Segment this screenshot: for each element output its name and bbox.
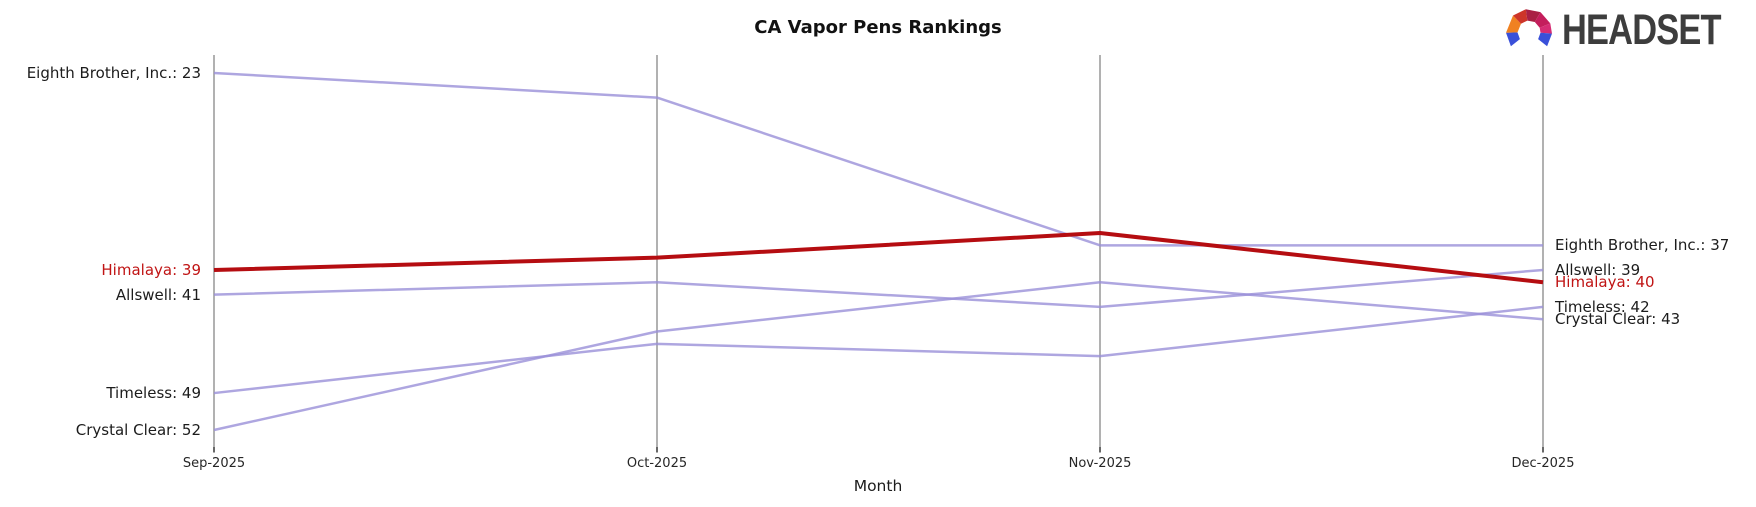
- series-end-label: Himalaya: 40: [1555, 273, 1655, 292]
- series-start-label: Eighth Brother, Inc.: 23: [26, 63, 201, 82]
- x-tick-label: Nov-2025: [1068, 456, 1132, 471]
- series-start-label: Allswell: 41: [115, 285, 201, 304]
- headset-logo-text: HEADSET: [1562, 5, 1722, 54]
- series-start-label: Timeless: 49: [106, 383, 201, 402]
- x-tick-label: Dec-2025: [1511, 456, 1575, 471]
- x-tick-label: Sep-2025: [182, 456, 246, 471]
- x-tick-label: Oct-2025: [626, 456, 688, 471]
- series-start-label: Crystal Clear: 52: [75, 420, 201, 439]
- series-line: [213, 268, 1544, 309]
- series-start-label: Himalaya: 39: [101, 260, 201, 279]
- chart-title: CA Vapor Pens Rankings: [754, 17, 1002, 38]
- series-line: [213, 231, 1544, 285]
- x-axis-title: Month: [853, 477, 903, 495]
- headset-logo: HEADSET: [1505, 6, 1746, 54]
- series-end-label: Crystal Clear: 43: [1555, 309, 1681, 328]
- series-end-label: Eighth Brother, Inc.: 37: [1555, 236, 1730, 255]
- series-line: [213, 71, 1543, 247]
- series-line: [213, 281, 1544, 432]
- series-end-label: Allswell: 39: [1555, 260, 1641, 279]
- series-end-label: Timeless: 42: [1555, 297, 1650, 316]
- series-line: [213, 305, 1544, 395]
- headset-logo-icon: [1506, 9, 1552, 47]
